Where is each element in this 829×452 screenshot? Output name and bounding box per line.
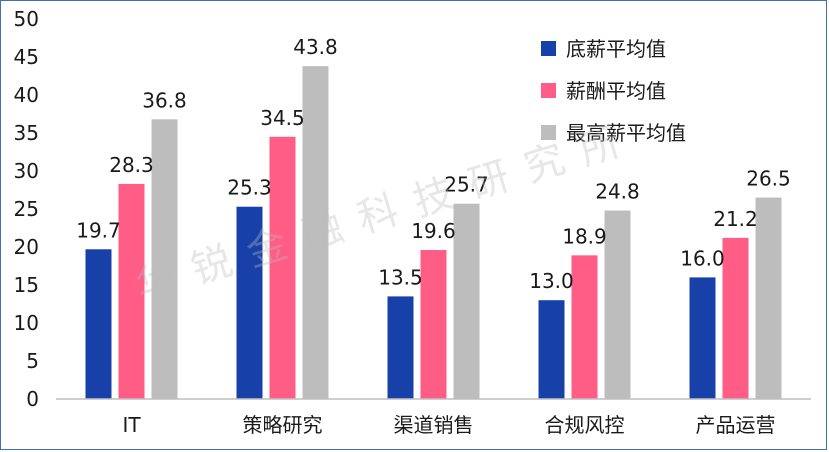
y-axis-ticks: 0 5 10 15 20 25 30 35 40 45 50 — [14, 7, 39, 411]
data-label: 28.3 — [109, 153, 154, 177]
y-tick-label: 30 — [14, 159, 39, 183]
legend-swatch — [541, 125, 556, 140]
bars — [85, 66, 782, 400]
y-tick-label: 50 — [14, 7, 39, 31]
legend-label: 最高薪平均值 — [566, 121, 686, 145]
bar-3-2 — [302, 66, 329, 400]
legend-swatch — [541, 83, 556, 98]
bar-2-4 — [571, 255, 598, 399]
bar-2-1 — [118, 183, 145, 399]
x-category-label: 产品运营 — [696, 413, 776, 437]
legend-label: 薪酬平均值 — [566, 79, 666, 103]
bar-2-3 — [420, 250, 447, 399]
y-tick-label: 15 — [14, 273, 39, 297]
x-category-label: 合规风控 — [545, 413, 625, 437]
y-tick-label: 25 — [14, 197, 39, 221]
bar-3-3 — [453, 203, 480, 399]
legend-label: 底薪平均值 — [566, 37, 666, 61]
data-label: 21.2 — [713, 207, 758, 231]
x-category-label: 策略研究 — [243, 413, 323, 437]
y-tick-label: 20 — [14, 235, 39, 259]
x-category-label: 渠道销售 — [394, 413, 474, 437]
y-tick-label: 45 — [14, 45, 39, 69]
x-axis-categories: IT 策略研究 渠道销售 合规风控 产品运营 — [122, 413, 775, 437]
bar-1-3 — [387, 296, 414, 399]
data-label: 13.0 — [529, 269, 574, 293]
bar-1-2 — [236, 206, 263, 399]
data-label: 18.9 — [562, 224, 607, 248]
data-label: 34.5 — [260, 106, 305, 130]
legend-swatch — [541, 41, 556, 56]
y-tick-label: 0 — [26, 387, 39, 411]
data-labels: 19.7 28.3 36.8 25.3 34.5 43.8 13.5 19.6 25.7 13.0… — [76, 35, 791, 293]
bar-3-5 — [755, 197, 782, 399]
y-tick-label: 40 — [14, 83, 39, 107]
data-label: 13.5 — [378, 265, 423, 289]
data-label: 26.5 — [746, 167, 791, 191]
data-label: 36.8 — [142, 88, 187, 112]
bar-2-5 — [722, 237, 749, 399]
data-label: 19.6 — [411, 219, 456, 243]
bar-1-5 — [689, 277, 716, 399]
y-tick-label: 5 — [26, 349, 39, 373]
data-label: 25.7 — [444, 173, 489, 197]
bar-3-1 — [151, 119, 178, 399]
y-tick-label: 35 — [14, 121, 39, 145]
x-category-label: IT — [122, 413, 141, 437]
y-tick-label: 10 — [14, 311, 39, 335]
bar-1-1 — [85, 249, 112, 399]
data-label: 25.3 — [227, 176, 272, 200]
bar-3-4 — [604, 210, 631, 399]
data-label: 16.0 — [680, 246, 725, 270]
data-label: 43.8 — [293, 35, 338, 59]
data-label: 24.8 — [595, 180, 640, 204]
data-label: 19.7 — [76, 218, 121, 242]
bar-1-4 — [538, 300, 565, 399]
bar-2-2 — [269, 136, 296, 400]
